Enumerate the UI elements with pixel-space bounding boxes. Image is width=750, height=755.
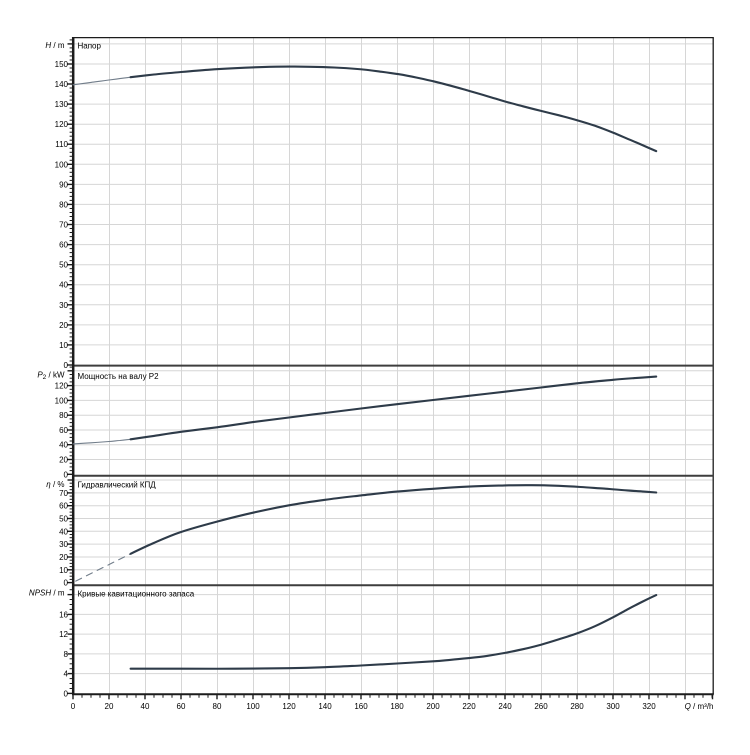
svg-text:0: 0 bbox=[64, 470, 69, 479]
svg-text:12: 12 bbox=[59, 630, 68, 639]
svg-text:Мощность на валу P2: Мощность на валу P2 bbox=[78, 372, 160, 381]
svg-text:130: 130 bbox=[55, 100, 69, 109]
svg-text:40: 40 bbox=[59, 281, 68, 290]
svg-text:10: 10 bbox=[59, 341, 68, 350]
svg-text:60: 60 bbox=[59, 241, 68, 250]
svg-text:20: 20 bbox=[105, 702, 114, 711]
svg-text:16: 16 bbox=[59, 610, 68, 619]
svg-text:60: 60 bbox=[59, 426, 68, 435]
svg-text:P2 / kW: P2 / kW bbox=[37, 370, 65, 381]
svg-text:100: 100 bbox=[246, 702, 260, 711]
svg-text:Кривые кавитационного запаса: Кривые кавитационного запаса bbox=[78, 590, 195, 599]
svg-text:70: 70 bbox=[59, 221, 68, 230]
svg-text:10: 10 bbox=[59, 566, 68, 575]
svg-text:140: 140 bbox=[55, 80, 69, 89]
svg-text:40: 40 bbox=[59, 527, 68, 536]
svg-text:20: 20 bbox=[59, 456, 68, 465]
svg-text:0: 0 bbox=[64, 361, 69, 370]
svg-text:0: 0 bbox=[71, 702, 76, 711]
svg-text:20: 20 bbox=[59, 321, 68, 330]
svg-text:Напор: Напор bbox=[78, 42, 102, 51]
svg-text:80: 80 bbox=[59, 411, 68, 420]
svg-text:50: 50 bbox=[59, 515, 68, 524]
svg-text:0: 0 bbox=[64, 689, 69, 698]
svg-text:NPSH / m: NPSH / m bbox=[29, 589, 65, 598]
svg-text:240: 240 bbox=[498, 702, 512, 711]
svg-text:180: 180 bbox=[390, 702, 404, 711]
svg-text:Гидравлический КПД: Гидравлический КПД bbox=[78, 481, 157, 490]
svg-text:150: 150 bbox=[55, 60, 69, 69]
svg-text:80: 80 bbox=[213, 702, 222, 711]
svg-text:30: 30 bbox=[59, 301, 68, 310]
svg-text:40: 40 bbox=[59, 441, 68, 450]
svg-text:120: 120 bbox=[282, 702, 296, 711]
svg-text:90: 90 bbox=[59, 180, 68, 189]
svg-text:260: 260 bbox=[534, 702, 548, 711]
svg-text:100: 100 bbox=[55, 396, 69, 405]
svg-text:H / m: H / m bbox=[45, 41, 64, 50]
svg-text:220: 220 bbox=[462, 702, 476, 711]
svg-text:160: 160 bbox=[354, 702, 368, 711]
svg-text:80: 80 bbox=[59, 200, 68, 209]
svg-text:4: 4 bbox=[64, 670, 69, 679]
svg-text:100: 100 bbox=[55, 160, 69, 169]
svg-text:120: 120 bbox=[55, 382, 69, 391]
svg-text:110: 110 bbox=[55, 140, 68, 149]
svg-text:40: 40 bbox=[141, 702, 150, 711]
svg-text:300: 300 bbox=[606, 702, 620, 711]
svg-text:280: 280 bbox=[570, 702, 584, 711]
svg-text:8: 8 bbox=[64, 650, 69, 659]
svg-text:0: 0 bbox=[64, 579, 69, 588]
svg-text:50: 50 bbox=[59, 261, 68, 270]
svg-text:60: 60 bbox=[59, 502, 68, 511]
svg-text:30: 30 bbox=[59, 540, 68, 549]
svg-text:200: 200 bbox=[426, 702, 440, 711]
svg-text:20: 20 bbox=[59, 553, 68, 562]
svg-text:140: 140 bbox=[318, 702, 332, 711]
svg-text:60: 60 bbox=[177, 702, 186, 711]
svg-text:70: 70 bbox=[59, 489, 68, 498]
svg-text:Q / m³/h: Q / m³/h bbox=[685, 702, 714, 711]
svg-text:η / %: η / % bbox=[46, 480, 64, 489]
svg-text:320: 320 bbox=[642, 702, 656, 711]
svg-text:120: 120 bbox=[55, 120, 69, 129]
